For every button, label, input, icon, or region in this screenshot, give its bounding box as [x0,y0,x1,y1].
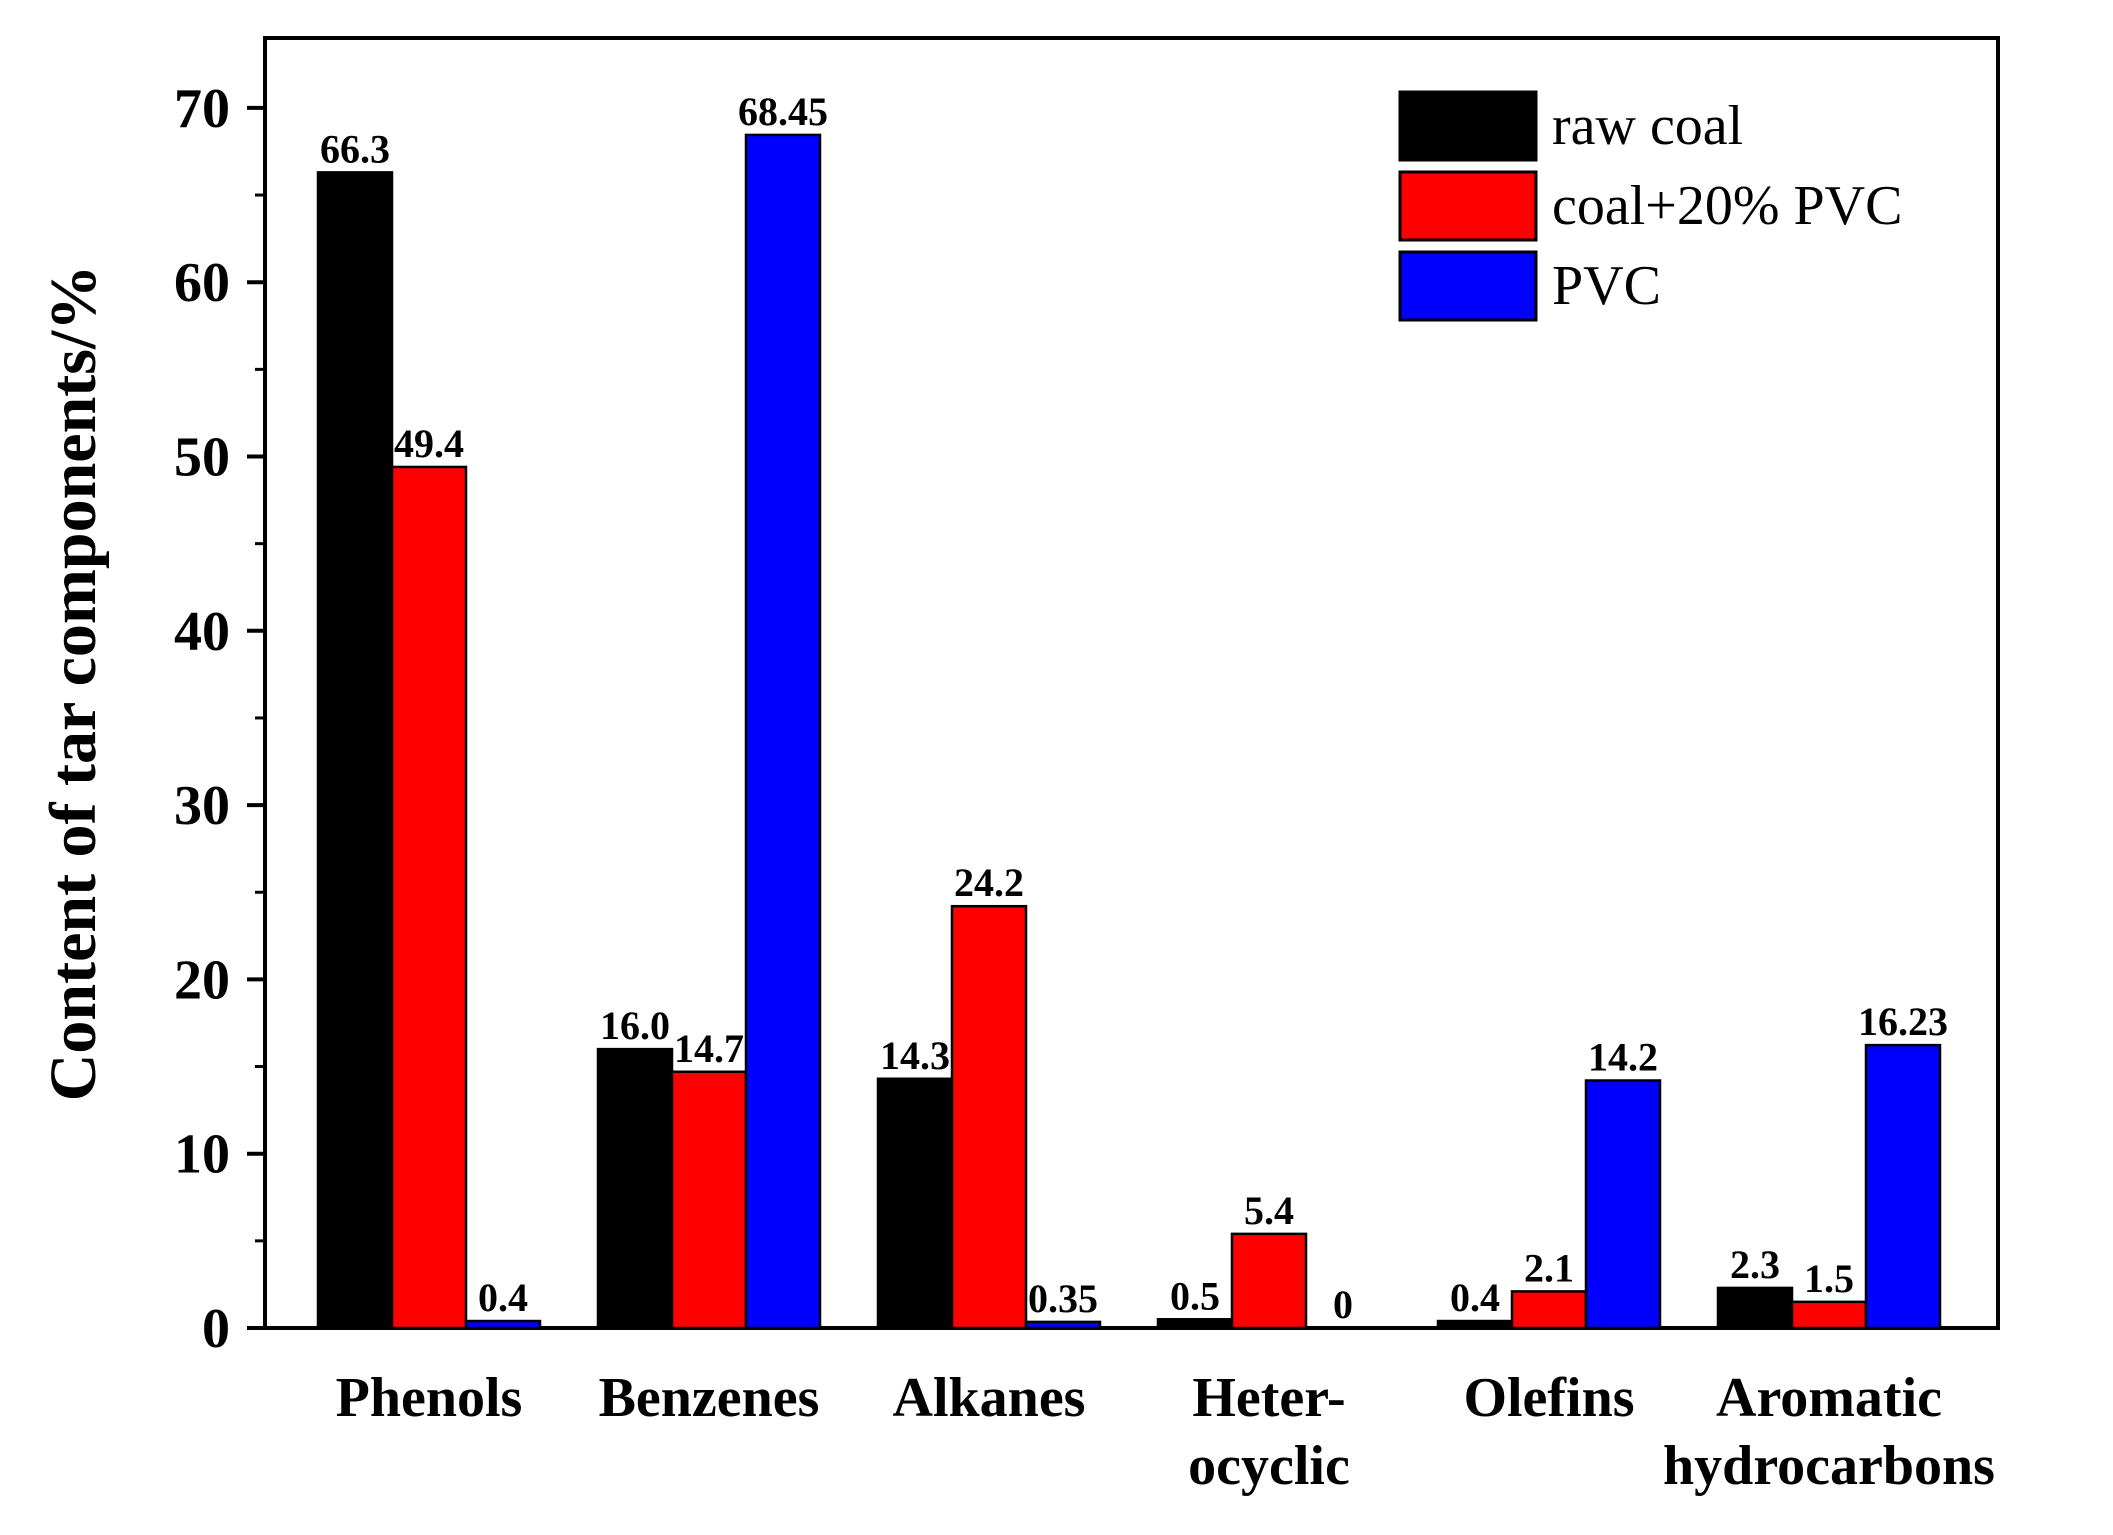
data-label: 0 [1333,1282,1353,1327]
bar-raw-coal [876,1077,954,1330]
bar-coal-20-pvc [950,904,1028,1330]
bar-pvc [464,1319,542,1330]
y-tick-label: 70 [174,78,230,140]
data-label: 0.4 [1450,1275,1500,1320]
y-tick-label: 40 [174,601,230,663]
bar-raw-coal [316,171,394,1330]
x-category-label-line: Heter- [1192,1367,1345,1429]
data-label: 68.45 [738,89,828,134]
data-label: 2.3 [1730,1242,1780,1287]
data-label: 0.4 [478,1275,528,1320]
x-category-label: Aromatic hydrocarbons [1663,1367,1995,1497]
bar-raw-coal [1156,1318,1234,1330]
bar-pvc [744,133,822,1330]
data-label: 1.5 [1804,1256,1854,1301]
bar-coal-20-pvc [1230,1232,1308,1330]
bar-raw-coal [1436,1319,1514,1330]
data-label: 14.7 [674,1026,744,1071]
x-category-label: Benzenes [599,1367,820,1429]
data-labels: 66.3 16.0 14.3 0.5 0.4 2.3 49.4 14.7 24.2 5.4 2.1 1… [320,89,1948,1327]
y-tick-label: 10 [174,1124,230,1186]
legend-label: coal+20% PVC [1552,175,1902,237]
x-category-label-line: hydrocarbons [1663,1435,1995,1497]
y-tick-label: 60 [174,252,230,314]
x-category-label-line: ocyclic [1188,1435,1350,1497]
x-category-label-line: Benzenes [599,1367,820,1429]
bar-raw-coal [1716,1286,1794,1330]
bar-coal-20-pvc [1790,1300,1868,1330]
bar-raw-coal [596,1047,674,1330]
y-axis-title: Content of tar components/% [37,265,110,1102]
bar-pvc [1584,1079,1662,1330]
data-label: 16.0 [600,1003,670,1048]
x-category-label-line: Alkanes [893,1367,1086,1429]
bar-pvc [1864,1043,1942,1330]
data-label: 14.3 [880,1033,950,1078]
data-label: 14.2 [1588,1034,1658,1079]
legend-swatch [1398,90,1538,162]
x-category-label: Heter-ocyclic [1188,1367,1350,1497]
x-category-label-line: Olefins [1463,1367,1634,1429]
bar-coal-20-pvc [670,1070,748,1330]
data-label: 24.2 [954,860,1024,905]
x-axis: Phenols Benzenes Alkanes Heter-ocyclic Olefi… [336,1367,1995,1497]
legend-label: raw coal [1552,95,1743,157]
legend-swatch [1398,250,1538,322]
legend-label: PVC [1552,255,1661,317]
x-category-label: Phenols [336,1367,523,1429]
y-tick-label: 0 [202,1298,230,1360]
x-category-label: Olefins [1463,1367,1634,1429]
x-category-label-line: Phenols [336,1367,523,1429]
bar-coal-20-pvc [390,465,468,1330]
data-label: 0.35 [1028,1276,1098,1321]
legend: raw coal coal+20% PVC PVC [1398,90,1902,322]
bar-coal-20-pvc [1510,1290,1588,1330]
x-category-label-line: Aromatic [1716,1367,1942,1429]
data-label: 16.23 [1858,999,1948,1044]
data-label: 2.1 [1524,1245,1574,1290]
x-category-label: Alkanes [893,1367,1086,1429]
legend-swatch [1398,170,1538,242]
y-tick-label: 50 [174,427,230,489]
data-label: 5.4 [1244,1188,1294,1233]
bar-pvc [1024,1320,1102,1330]
y-tick-label: 20 [174,949,230,1011]
data-label: 0.5 [1170,1273,1220,1318]
data-label: 49.4 [394,421,464,466]
y-tick-label: 30 [174,775,230,837]
bars [316,133,1942,1330]
y-axis: 0 10 20 30 40 50 60 70 [174,78,265,1360]
data-label: 66.3 [320,126,390,171]
plot-frame [263,36,2000,1330]
